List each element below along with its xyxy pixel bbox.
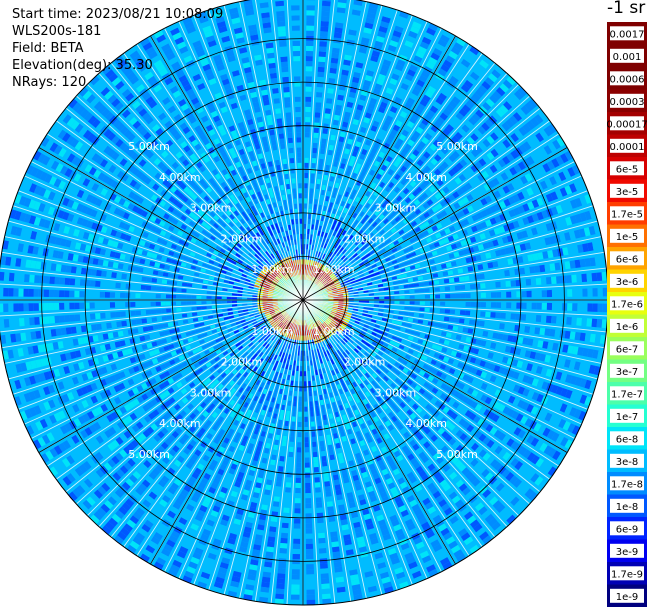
range-label: 5.00km bbox=[128, 448, 170, 461]
azimuth-line bbox=[302, 147, 568, 301]
range-label: 5.00km bbox=[128, 140, 170, 153]
colorbar-tick-label: 1e-5 bbox=[616, 232, 639, 243]
colorbar-tick-label: 6e-9 bbox=[616, 524, 639, 535]
azimuth-line bbox=[302, 299, 456, 565]
device-label: WLS200s-181 bbox=[12, 24, 102, 39]
colorbar-tick-label: 6e-5 bbox=[616, 164, 639, 175]
colorbar-segment: 0.0003 bbox=[607, 89, 647, 113]
range-label: 3.00km bbox=[375, 202, 417, 215]
elevation-label: Elevation(deg): 35.30 bbox=[12, 58, 153, 73]
colorbar-tick-label: 1e-8 bbox=[616, 502, 639, 513]
colorbar-tick-label: 6e-7 bbox=[616, 344, 639, 355]
colorbar-tick-label: 1e-6 bbox=[616, 322, 639, 333]
range-label: 1.00km bbox=[251, 263, 293, 276]
range-label: 2.00km bbox=[344, 232, 386, 245]
colorbar-segment: 0.0006 bbox=[607, 67, 647, 90]
colorbar-tick-label: 3e-6 bbox=[616, 277, 639, 288]
colorbar-segment: 6e-8 bbox=[607, 427, 647, 450]
colorbar-tick-label: 0.00017 bbox=[607, 119, 647, 130]
colorbar-tick-label: 6e-8 bbox=[616, 434, 639, 445]
colorbar-segment: 1.7e-5 bbox=[607, 202, 647, 225]
colorbar-segment: 0.0001 bbox=[607, 134, 647, 158]
nrays-label: NRays: 120 bbox=[12, 75, 87, 90]
azimuth-line bbox=[302, 35, 456, 301]
range-label: 3.00km bbox=[190, 202, 232, 215]
colorbar-tick-label: 3e-9 bbox=[616, 547, 639, 558]
colorbar-tick-label: 1.7e-6 bbox=[611, 299, 643, 310]
range-label: 3.00km bbox=[375, 386, 417, 399]
azimuth-line bbox=[38, 299, 304, 453]
colorbar-segment: 3e-8 bbox=[607, 449, 647, 473]
colorbar-tick-label: 1.7e-7 bbox=[611, 389, 643, 400]
colorbar-segment: 6e-6 bbox=[607, 247, 647, 270]
colorbar-segment: 1.7e-6 bbox=[607, 292, 647, 315]
colorbar-segment: 0.00017 bbox=[607, 112, 647, 135]
azimuth-line bbox=[302, 299, 568, 453]
azimuth-line bbox=[150, 299, 304, 565]
range-rings bbox=[0, 0, 607, 606]
field-label: Field: BETA bbox=[12, 41, 84, 56]
colorbar-segment: 1e-9 bbox=[607, 584, 647, 607]
ppi-scan-plot: 1.00km 1.00km 1.00km 1.00km 2.00km 2.00km 2.00… bbox=[0, 0, 607, 606]
colorbar-tick-label: 0.0006 bbox=[610, 74, 645, 85]
colorbar-segment: 1e-5 bbox=[607, 224, 647, 248]
range-label: 3.00km bbox=[190, 386, 232, 399]
colorbar-segment: 6e-9 bbox=[607, 517, 647, 540]
colorbar-unit-label: -1 sr bbox=[607, 0, 646, 18]
range-label: 2.00km bbox=[221, 356, 263, 369]
range-label: 5.00km bbox=[436, 448, 478, 461]
range-label: 1.00km bbox=[251, 325, 293, 338]
range-labels: 1.00km 1.00km 1.00km 1.00km 2.00km 2.00km 2.00… bbox=[128, 140, 478, 461]
range-label: 2.00km bbox=[221, 232, 263, 245]
colorbar-segment: 3e-9 bbox=[607, 539, 647, 563]
range-label: 2.00km bbox=[344, 356, 386, 369]
colorbar-tick-label: 0.0001 bbox=[610, 142, 645, 153]
colorbar-tick-label: 1e-9 bbox=[616, 592, 639, 603]
colorbar-segment: 1e-8 bbox=[607, 494, 647, 518]
range-label: 1.00km bbox=[313, 325, 355, 338]
colorbar-tick-label: 1e-7 bbox=[616, 412, 639, 423]
colorbar-tick-label: 0.001 bbox=[613, 52, 642, 63]
colorbar-segment: 3e-5 bbox=[607, 179, 647, 203]
ppi-returns bbox=[0, 0, 607, 605]
colorbar-segment: 0.001 bbox=[607, 44, 647, 68]
colorbar-tick-label: 0.0017 bbox=[610, 29, 645, 40]
colorbar-segment: 0.0017 bbox=[607, 22, 647, 45]
colorbar-tick-label: 0.0003 bbox=[610, 97, 645, 108]
colorbar-segment: 1.7e-8 bbox=[607, 472, 647, 495]
azimuth-line bbox=[38, 147, 304, 301]
colorbar-segment: 3e-7 bbox=[607, 359, 647, 383]
colorbar-segment: 3e-6 bbox=[607, 269, 647, 293]
colorbar-tick-label: 1.7e-5 bbox=[611, 209, 643, 220]
colorbar-segment: 6e-5 bbox=[607, 157, 647, 180]
range-label: 4.00km bbox=[159, 171, 201, 184]
range-label: 5.00km bbox=[436, 140, 478, 153]
colorbar-tick-label: 3e-8 bbox=[616, 457, 639, 468]
colorbar-tick-label: 6e-6 bbox=[616, 254, 639, 265]
range-label: 4.00km bbox=[159, 417, 201, 430]
range-label: 1.00km bbox=[313, 263, 355, 276]
colorbar-tick-label: 3e-5 bbox=[616, 187, 639, 198]
colorbar-segment: 1.7e-7 bbox=[607, 382, 647, 405]
colorbar-tick-label: 1.7e-9 bbox=[611, 569, 643, 580]
colorbar-tick-label: 1.7e-8 bbox=[611, 479, 643, 490]
colorbar-tick-label: 3e-7 bbox=[616, 367, 639, 378]
range-label: 4.00km bbox=[405, 417, 447, 430]
colorbar-segment: 1.7e-9 bbox=[607, 562, 647, 585]
range-label: 4.00km bbox=[405, 171, 447, 184]
azimuth-line bbox=[150, 35, 304, 301]
colorbar-segment: 1e-6 bbox=[607, 314, 647, 338]
colorbar: 0.0017 0.001 0.0006 0.0003 0.00017 0.0001 6e-5… bbox=[607, 22, 647, 607]
start-time-label: Start time: 2023/08/21 10:08:09 bbox=[12, 7, 224, 22]
colorbar-segment: 6e-7 bbox=[607, 337, 647, 360]
colorbar-segment: 1e-7 bbox=[607, 404, 647, 428]
